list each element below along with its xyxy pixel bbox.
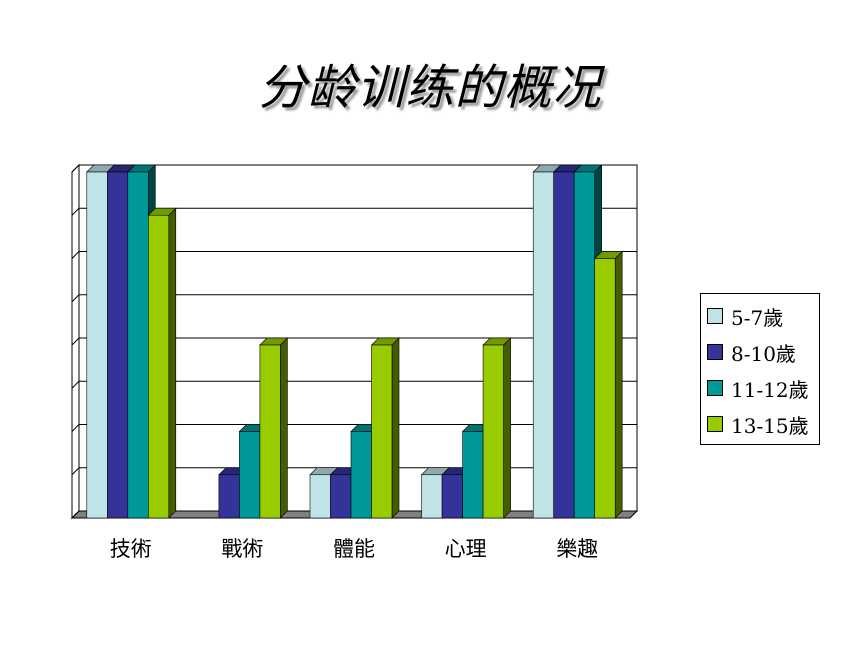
bar xyxy=(370,337,400,519)
bar-front xyxy=(330,474,352,519)
bar-front xyxy=(371,344,393,519)
bar-front xyxy=(421,474,443,519)
bar-front xyxy=(441,474,463,519)
legend-swatch xyxy=(707,416,723,432)
gridline xyxy=(71,294,637,303)
bar xyxy=(482,337,512,519)
bar-front xyxy=(482,344,504,519)
bar-side xyxy=(168,207,177,519)
bar-front xyxy=(532,171,555,519)
bar-side xyxy=(280,337,288,519)
legend-label: 5-7歲 xyxy=(731,305,784,330)
x-axis-labels: 技術 戰術 體能 心理 樂趣 xyxy=(110,537,598,561)
bar-side xyxy=(391,337,400,519)
legend-item: 13-15歲 xyxy=(707,406,819,442)
legend-item: 5-7歲 xyxy=(707,298,819,334)
x-tick-label: 戰術 xyxy=(221,537,263,561)
x-tick-label: 體能 xyxy=(333,537,375,561)
legend-item: 8-10歲 xyxy=(707,334,819,370)
bar xyxy=(147,207,177,519)
bar-front xyxy=(573,171,596,519)
gridline xyxy=(71,337,637,346)
bar-front xyxy=(127,171,149,519)
gridline xyxy=(71,424,637,432)
bar xyxy=(593,250,623,519)
bar-front xyxy=(309,474,331,519)
legend: 5-7歲 8-10歲 11-12歲 13-15歲 xyxy=(700,293,820,445)
legend-label: 11-12歲 xyxy=(731,377,809,402)
legend-item: 11-12歲 xyxy=(707,370,819,406)
gridline xyxy=(71,380,637,389)
bar-front xyxy=(594,258,616,519)
bar-front xyxy=(462,431,484,519)
bar-front xyxy=(259,344,281,519)
x-tick-label: 心理 xyxy=(445,537,487,561)
bars xyxy=(86,164,623,519)
bar-front xyxy=(218,474,240,519)
page-title: 分龄训练的概况 xyxy=(258,60,602,116)
legend-swatch xyxy=(707,308,723,324)
bar-front xyxy=(350,431,372,519)
bar-front xyxy=(148,214,170,519)
legend-label: 8-10歲 xyxy=(731,341,796,366)
x-tick-label: 技術 xyxy=(110,537,152,561)
gridline xyxy=(71,164,637,173)
gridline xyxy=(71,207,637,216)
legend-label: 13-15歲 xyxy=(731,413,809,438)
bar-front xyxy=(239,431,261,519)
legend-swatch xyxy=(707,344,723,360)
bar-front xyxy=(86,171,108,519)
bar-front xyxy=(553,171,575,519)
bar-side xyxy=(614,250,623,519)
bar-front xyxy=(107,171,129,519)
legend-swatch xyxy=(707,380,723,396)
bar-side xyxy=(503,337,511,519)
gridline xyxy=(71,251,637,259)
bar xyxy=(259,337,289,519)
x-tick-label: 樂趣 xyxy=(556,537,598,561)
